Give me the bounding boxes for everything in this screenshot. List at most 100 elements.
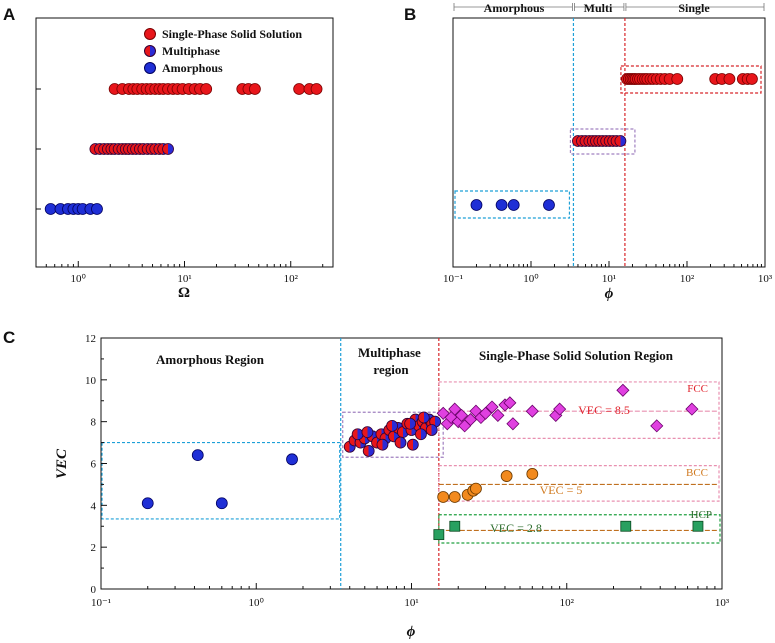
region-label-multiphase-line1: Multiphase	[358, 345, 421, 360]
panel-c-ytick-label: 6	[91, 459, 97, 471]
panel-c-amorphous-box	[101, 441, 341, 520]
panel-a-xtick-label: 10²	[284, 273, 299, 285]
multiphase-point	[351, 428, 364, 441]
vec-label-2-8: VEC = 2.8	[490, 521, 542, 535]
panel-c-fcc-box	[438, 381, 720, 439]
legend-label-multiphase: Multiphase	[162, 44, 221, 58]
legend-label-amorphous: Amorphous	[162, 61, 223, 75]
panel-b-xtick-label: 10⁰	[523, 273, 539, 285]
panel-b-xtick-label: 10²	[680, 273, 695, 285]
bcc-point	[448, 491, 461, 503]
panel-b-xlabel: ϕ	[605, 286, 614, 302]
bcc-point	[437, 491, 450, 503]
panel-b-amorphous-box	[454, 190, 571, 219]
multiphase-point	[417, 411, 430, 424]
panel-c-xtick-label: 10⁰	[249, 597, 265, 609]
amorphous-point	[91, 203, 103, 215]
multiphase-point	[394, 436, 407, 449]
panel-b-plot: 10⁻¹ 10⁰ 10¹ 10² 10³	[443, 3, 773, 285]
legend-marker-single-phase	[144, 28, 156, 40]
structure-label-fcc: FCC	[687, 383, 708, 395]
panel-b-single-box	[620, 65, 762, 94]
panel-c-xlabel: ϕ	[407, 624, 416, 640]
fcc-point	[553, 402, 567, 416]
amorphous-point	[141, 497, 154, 510]
multiphase-point	[415, 428, 427, 441]
multiphase-point	[162, 143, 174, 155]
panel-a-plot: 10⁰ 10¹ 10²	[36, 83, 324, 285]
region-label-single-phase: Single-Phase Solid Solution Region	[479, 348, 674, 363]
fcc-point	[436, 406, 450, 420]
panel-c-ytick-label: 10	[85, 375, 97, 387]
vec-label-8-5: VEC = 8.5	[578, 403, 630, 417]
amorphous-point	[191, 449, 204, 462]
region-label-amorphous: Amorphous Region	[156, 352, 265, 367]
panel-a-legend: Single-Phase Solid Solution Multiphase A…	[144, 27, 302, 75]
amorphous-point	[507, 199, 520, 211]
panel-c-xtick-label: 10¹	[404, 597, 418, 609]
single-phase-point	[310, 83, 323, 95]
panel-c-multiphase-box	[342, 411, 444, 458]
fcc-point	[448, 402, 462, 416]
panel-c-plot: 10⁻¹ 10⁰ 10¹ 10² 10³ 0 2 4 6 8 10 12	[85, 333, 730, 609]
single-phase-point	[723, 73, 736, 85]
panel-b-top-single: Single	[678, 1, 710, 15]
fcc-point	[479, 406, 493, 420]
panel-c-ytick-label: 12	[85, 333, 96, 345]
panel-c-ytick-label: 2	[91, 542, 97, 554]
hcp-point	[692, 520, 704, 532]
panel-c-ytick-label: 0	[91, 584, 97, 596]
fcc-point	[506, 417, 520, 431]
panel-c-xtick-label: 10²	[560, 597, 575, 609]
multiphase-point	[404, 417, 417, 430]
structure-label-hcp: HCP	[691, 509, 712, 521]
legend-label-single-phase: Single-Phase Solid Solution	[162, 27, 302, 41]
fcc-point	[650, 419, 664, 433]
fcc-point	[491, 408, 505, 422]
amorphous-point	[44, 203, 57, 215]
panel-c-bcc-box	[438, 464, 720, 502]
fcc-point	[485, 400, 499, 414]
panel-b-top-multi: Multi	[584, 1, 613, 15]
panel-c-xtick-label: 10³	[715, 597, 730, 609]
panel-letter-b: B	[404, 5, 416, 24]
single-phase-point	[671, 73, 684, 85]
fcc-point	[503, 396, 517, 410]
panel-c-ytick-label: 8	[91, 417, 97, 429]
single-phase-point	[249, 83, 261, 95]
panel-a-xlabel: Ω	[178, 285, 190, 301]
bcc-point	[526, 468, 539, 480]
hcp-point	[449, 520, 461, 532]
fcc-point	[454, 408, 469, 422]
bcc-point	[470, 482, 482, 495]
hcp-point	[433, 529, 445, 541]
amorphous-point	[543, 199, 555, 211]
panel-letter-c: C	[3, 328, 15, 347]
panel-c-frame	[100, 337, 723, 590]
amorphous-point	[286, 453, 298, 466]
multiphase-point	[425, 424, 438, 436]
panel-b-xtick-label: 10⁻¹	[443, 273, 463, 285]
amorphous-point	[215, 497, 228, 510]
single-phase-point	[293, 83, 306, 95]
panel-c-xtick-label: 10⁻¹	[91, 597, 111, 609]
fcc-point	[685, 402, 699, 416]
panel-a-xtick-label: 10⁰	[71, 273, 87, 285]
panel-letter-a: A	[3, 5, 15, 24]
single-phase-point	[746, 73, 758, 85]
panel-b-xtick-label: 10¹	[602, 273, 616, 285]
legend-marker-multiphase	[144, 45, 156, 57]
panel-b-xtick-label: 10³	[758, 273, 773, 285]
panel-c-ytick-label: 4	[91, 500, 97, 512]
structure-label-bcc: BCC	[686, 467, 708, 479]
amorphous-point	[495, 199, 508, 211]
panel-c-hcp-box	[438, 514, 721, 544]
multiphase-point	[386, 419, 399, 432]
bcc-point	[500, 470, 513, 482]
vec-label-5: VEC = 5	[540, 483, 583, 497]
fcc-point	[525, 404, 539, 418]
multiphase-point	[361, 426, 374, 439]
multiphase-point	[376, 438, 389, 451]
region-label-multiphase: Multiphase region	[358, 345, 424, 377]
